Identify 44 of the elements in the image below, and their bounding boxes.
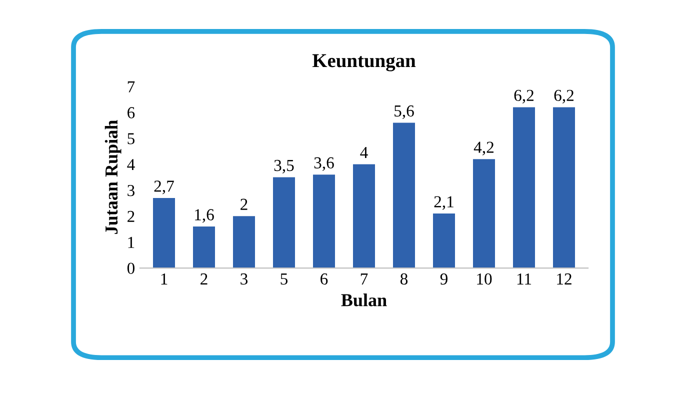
data-label: 5,6 xyxy=(394,105,414,120)
x-tick-label: 2 xyxy=(200,273,208,284)
x-tick-label: 7 xyxy=(360,274,368,284)
y-tick-label: 5 xyxy=(128,133,134,144)
data-label: 3,6 xyxy=(314,157,334,171)
y-tick-label: 6 xyxy=(128,107,135,118)
data-label: 2 xyxy=(240,198,248,210)
bar xyxy=(433,214,455,268)
bar xyxy=(153,198,175,268)
bar xyxy=(553,107,575,268)
x-tick-label: 5 xyxy=(280,274,288,285)
bar xyxy=(273,177,295,268)
bar xyxy=(513,107,535,268)
y-tick-label: 1 xyxy=(128,236,134,248)
x-tick-label: 6 xyxy=(320,273,328,285)
bar xyxy=(393,122,415,268)
data-label: 4 xyxy=(360,146,368,158)
y-tick-label: 7 xyxy=(128,81,135,92)
y-axis-title: Jutaan Rupiah xyxy=(104,120,122,234)
x-tick-label: 10 xyxy=(477,273,492,285)
bar xyxy=(353,164,375,268)
data-label: 2,7 xyxy=(154,180,174,194)
x-tick-label: 12 xyxy=(557,273,572,284)
data-label: 6,2 xyxy=(554,90,574,104)
y-tick-label: 2 xyxy=(128,210,134,222)
y-tick-label: 4 xyxy=(127,159,135,170)
data-label: 4,2 xyxy=(474,142,494,156)
data-label: 6,2 xyxy=(514,90,534,104)
x-tick-label: 1 xyxy=(161,273,168,284)
bar xyxy=(193,226,215,268)
bar xyxy=(473,159,495,268)
bar xyxy=(233,216,255,268)
x-tick-label: 9 xyxy=(440,273,448,285)
x-tick-label: 3 xyxy=(240,273,248,285)
x-tick-label: 11 xyxy=(517,273,532,284)
data-label: 1,6 xyxy=(195,209,214,223)
chart-title: Keuntungan xyxy=(312,54,416,72)
x-tick-label: 8 xyxy=(400,273,408,285)
x-axis-title: Bulan xyxy=(341,294,387,306)
y-tick-label: 3 xyxy=(128,184,134,196)
data-label: 3,5 xyxy=(274,160,294,174)
y-tick-label: 0 xyxy=(127,262,135,274)
bar xyxy=(313,174,335,268)
data-label: 2,1 xyxy=(434,196,454,210)
